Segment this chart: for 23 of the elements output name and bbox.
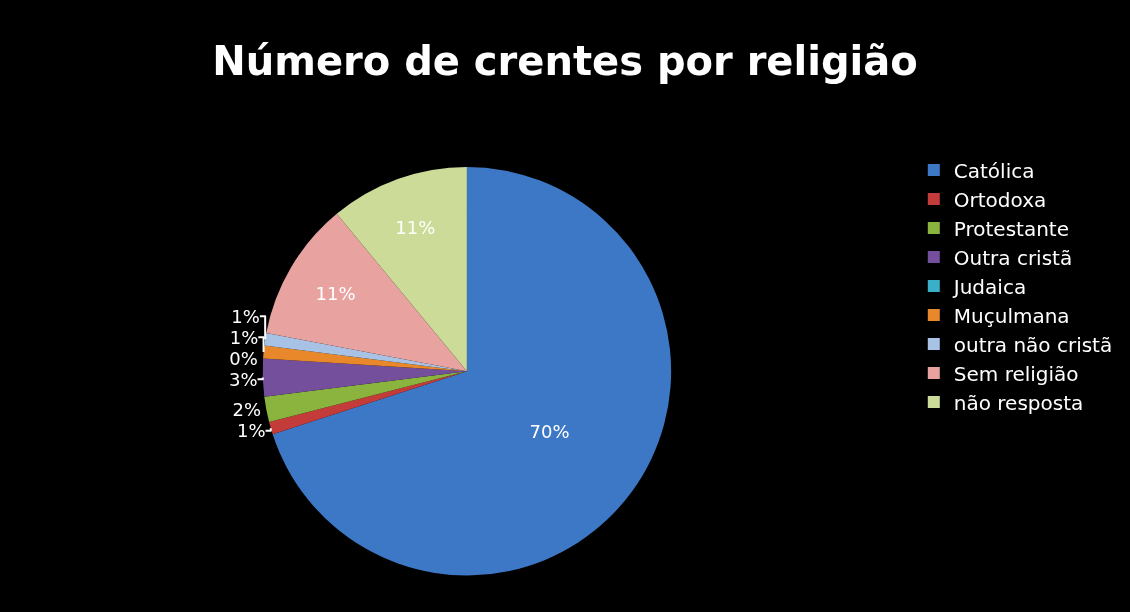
data-label: 2% [232, 399, 262, 421]
legend-label: Católica [953, 158, 1035, 183]
pie-slice [272, 166, 672, 576]
data-label: 1% [236, 420, 266, 442]
data-label: 3% [228, 368, 258, 390]
chart-title: Número de crentes por religião [212, 38, 918, 85]
pie-slice [266, 213, 467, 372]
text: 0% [229, 347, 258, 369]
data-label: 1% [231, 305, 260, 327]
data-label: 11% [395, 217, 436, 239]
legend-label: não resposta [953, 390, 1084, 415]
data-label: 11% [315, 283, 356, 305]
data-label: 70% [529, 420, 570, 442]
legend-label: Outra cristã [953, 245, 1073, 270]
legend-label: Ortodoxa [953, 187, 1047, 212]
pie-slice [264, 371, 467, 422]
legend-label: Protestante [953, 216, 1070, 241]
legend-label: Sem religião [953, 361, 1079, 386]
data-label: 1% [229, 326, 259, 348]
pie-slice [262, 358, 467, 397]
legend-label: Muçulmana [953, 303, 1070, 328]
legend-label: Judaica [951, 274, 1027, 299]
legend-label: outra não cristã [953, 332, 1113, 357]
